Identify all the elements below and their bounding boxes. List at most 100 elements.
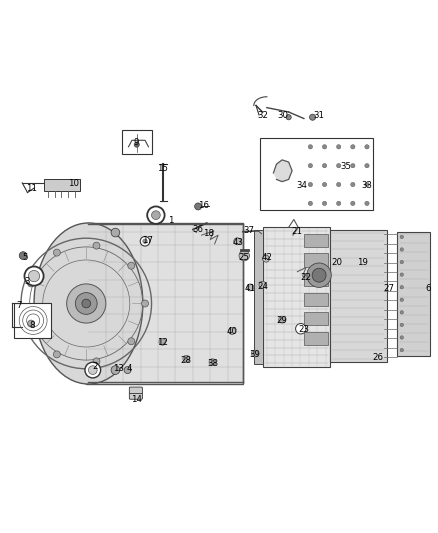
- Circle shape: [247, 284, 254, 291]
- Text: 29: 29: [277, 317, 287, 326]
- Text: 30: 30: [278, 110, 289, 119]
- Circle shape: [141, 300, 148, 307]
- Bar: [304, 273, 328, 286]
- Circle shape: [53, 351, 60, 358]
- Bar: [330, 230, 387, 362]
- Text: 19: 19: [357, 257, 368, 266]
- Circle shape: [308, 144, 313, 149]
- Text: 27: 27: [383, 284, 394, 293]
- Circle shape: [111, 228, 120, 237]
- Bar: [254, 230, 262, 365]
- Circle shape: [322, 144, 327, 149]
- Circle shape: [251, 350, 258, 357]
- Circle shape: [229, 327, 236, 334]
- Circle shape: [365, 144, 369, 149]
- Circle shape: [262, 255, 269, 262]
- Circle shape: [75, 293, 97, 314]
- Text: 25: 25: [239, 253, 250, 262]
- Bar: [304, 293, 328, 305]
- Circle shape: [351, 144, 355, 149]
- Text: 15: 15: [157, 164, 168, 173]
- Circle shape: [322, 201, 327, 206]
- Circle shape: [124, 367, 131, 374]
- Text: 1: 1: [168, 216, 174, 225]
- Circle shape: [28, 280, 35, 287]
- Circle shape: [234, 238, 241, 245]
- Bar: [304, 312, 328, 325]
- Circle shape: [209, 359, 216, 366]
- Circle shape: [400, 311, 403, 314]
- Text: 26: 26: [372, 353, 383, 362]
- Circle shape: [400, 248, 403, 251]
- Bar: [262, 228, 330, 367]
- FancyBboxPatch shape: [129, 387, 142, 393]
- Text: 28: 28: [181, 356, 192, 365]
- Bar: [86, 223, 243, 384]
- Text: 13: 13: [113, 364, 124, 373]
- Text: 43: 43: [232, 238, 243, 247]
- Circle shape: [194, 203, 201, 210]
- Circle shape: [128, 338, 135, 345]
- Text: 36: 36: [193, 225, 204, 234]
- Circle shape: [239, 251, 250, 261]
- Text: 3: 3: [25, 277, 30, 286]
- Circle shape: [140, 237, 150, 246]
- Circle shape: [85, 362, 101, 378]
- Circle shape: [400, 323, 403, 327]
- Text: 40: 40: [226, 327, 237, 336]
- Text: 35: 35: [341, 162, 352, 171]
- Circle shape: [400, 349, 403, 352]
- Text: 8: 8: [29, 321, 35, 330]
- Text: 38: 38: [207, 359, 218, 368]
- Circle shape: [259, 281, 266, 288]
- Bar: [304, 254, 328, 266]
- Circle shape: [19, 252, 27, 260]
- Circle shape: [25, 266, 44, 286]
- Circle shape: [351, 182, 355, 187]
- Circle shape: [365, 182, 369, 187]
- Text: 31: 31: [314, 110, 325, 119]
- Text: 33: 33: [361, 181, 372, 190]
- Text: 22: 22: [300, 273, 311, 282]
- Circle shape: [308, 182, 313, 187]
- Bar: [44, 179, 80, 191]
- Circle shape: [365, 201, 369, 206]
- Circle shape: [365, 164, 369, 168]
- Text: 10: 10: [68, 179, 79, 188]
- Circle shape: [322, 182, 327, 187]
- Circle shape: [134, 142, 139, 147]
- Text: 23: 23: [298, 325, 309, 334]
- Text: 34: 34: [296, 181, 307, 190]
- Circle shape: [93, 242, 100, 249]
- Circle shape: [307, 263, 331, 287]
- Circle shape: [28, 320, 35, 327]
- Text: 42: 42: [261, 253, 272, 262]
- Circle shape: [400, 273, 403, 277]
- Circle shape: [67, 284, 106, 323]
- Circle shape: [336, 164, 341, 168]
- Circle shape: [143, 239, 147, 244]
- Circle shape: [93, 358, 100, 365]
- Circle shape: [53, 249, 60, 256]
- Text: 5: 5: [23, 253, 28, 262]
- FancyBboxPatch shape: [129, 393, 142, 399]
- Text: 11: 11: [26, 184, 37, 192]
- Text: 16: 16: [198, 201, 209, 210]
- Polygon shape: [273, 160, 292, 182]
- Circle shape: [336, 201, 341, 206]
- Bar: [304, 234, 328, 247]
- Circle shape: [400, 336, 403, 339]
- Bar: [304, 332, 328, 345]
- Bar: [260, 138, 373, 210]
- Text: 21: 21: [292, 227, 303, 236]
- Circle shape: [128, 262, 135, 269]
- Circle shape: [88, 366, 97, 375]
- Text: 20: 20: [331, 257, 342, 266]
- Circle shape: [322, 164, 327, 168]
- Circle shape: [279, 316, 286, 323]
- Bar: [122, 130, 152, 154]
- Circle shape: [312, 268, 326, 282]
- Circle shape: [159, 338, 166, 345]
- Circle shape: [336, 182, 341, 187]
- Text: 6: 6: [425, 284, 431, 293]
